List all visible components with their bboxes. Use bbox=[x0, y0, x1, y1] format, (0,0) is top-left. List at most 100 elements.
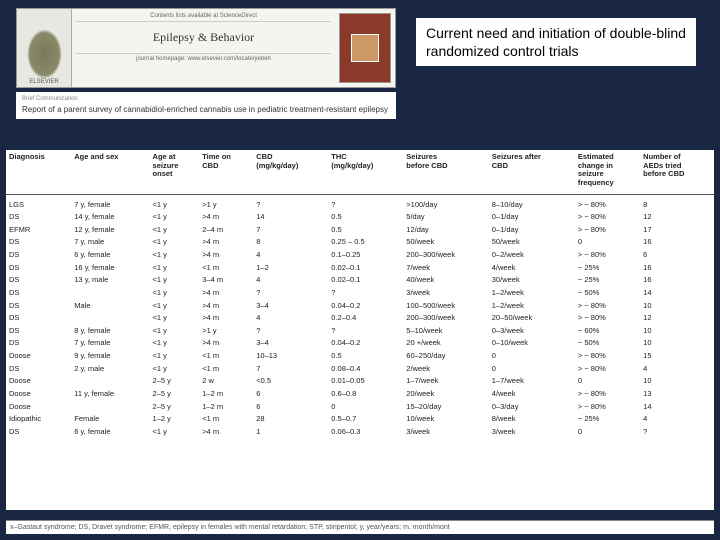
table-cell bbox=[71, 375, 149, 388]
column-header: Estimatedchange inseizurefrequency bbox=[575, 150, 640, 194]
table-cell: ? bbox=[253, 325, 328, 338]
column-header: Seizures afterCBD bbox=[489, 150, 575, 194]
table-cell: DS bbox=[6, 274, 71, 287]
table-cell: ? bbox=[328, 325, 403, 338]
table-cell: 4 bbox=[253, 312, 328, 325]
table-cell: 0 bbox=[575, 375, 640, 388]
table-row: DS6 y, female<1 y>4 m40.1–0.25200–300/we… bbox=[6, 249, 714, 262]
table-cell: 3–4 bbox=[253, 299, 328, 312]
table-cell: 10 bbox=[640, 325, 714, 338]
table-cell: <1 y bbox=[150, 362, 200, 375]
table-cell: 0.2–0.4 bbox=[328, 312, 403, 325]
table-row: DS16 y, female<1 y<1 m1–20.02–0.17/week4… bbox=[6, 261, 714, 274]
table-cell: 0.5 bbox=[328, 350, 403, 363]
column-header: Time onCBD bbox=[199, 150, 253, 194]
table-row: IdiopathicFemale1–2 y<1 m280.5–0.710/wee… bbox=[6, 413, 714, 426]
table-cell bbox=[71, 312, 149, 325]
table-cell: DS bbox=[6, 337, 71, 350]
table-cell: 1–7/week bbox=[489, 375, 575, 388]
elsevier-logo: ELSEVIER bbox=[17, 9, 72, 87]
table-cell: 50/week bbox=[403, 236, 488, 249]
table-cell: 6 y, female bbox=[71, 426, 149, 439]
table-cell: 2–5 y bbox=[150, 375, 200, 388]
table-cell: <1 y bbox=[150, 287, 200, 300]
table-cell: 4 bbox=[253, 249, 328, 262]
table-cell: 3/week bbox=[403, 287, 488, 300]
table-cell: 7 y, female bbox=[71, 337, 149, 350]
table-cell: >100/day bbox=[403, 194, 488, 211]
table-cell: > − 80% bbox=[575, 362, 640, 375]
table-cell: 2 w bbox=[199, 375, 253, 388]
table-cell: 1 bbox=[253, 426, 328, 439]
cover-art-icon bbox=[351, 34, 379, 62]
table-cell: 28 bbox=[253, 413, 328, 426]
table-cell: 50/week bbox=[489, 236, 575, 249]
table-cell: 3/week bbox=[489, 426, 575, 439]
table-cell: 12 y, female bbox=[71, 224, 149, 237]
table-cell: 15 bbox=[640, 350, 714, 363]
paper-section-label: Brief Communication bbox=[22, 96, 390, 102]
table-cell: >4 m bbox=[199, 299, 253, 312]
table-cell: 0.02–0.1 bbox=[328, 274, 403, 287]
table-cell: 0 bbox=[489, 350, 575, 363]
table-cell: 17 bbox=[640, 224, 714, 237]
table-cell: 3–4 m bbox=[199, 274, 253, 287]
table-cell: 14 bbox=[640, 400, 714, 413]
table-cell: 13 y, male bbox=[71, 274, 149, 287]
table-cell: 8 y, female bbox=[71, 325, 149, 338]
table-row: DS7 y, female<1 y>4 m3–40.04–0.220 +/wee… bbox=[6, 337, 714, 350]
slide-annotation: Current need and initiation of double-bl… bbox=[416, 18, 696, 66]
table-cell: 4/week bbox=[489, 261, 575, 274]
table-cell: 2–5 y bbox=[150, 400, 200, 413]
table-cell: − 50% bbox=[575, 337, 640, 350]
table-cell: 3/week bbox=[403, 426, 488, 439]
table-cell: DS bbox=[6, 249, 71, 262]
table-cell: 12/day bbox=[403, 224, 488, 237]
table-row: Doose2–5 y2 w<0.50.01–0.051–7/week1–7/we… bbox=[6, 375, 714, 388]
elsevier-tree-icon bbox=[27, 29, 62, 79]
table-cell: DS bbox=[6, 426, 71, 439]
table-cell: 1–2 y bbox=[150, 413, 200, 426]
table-cell: ? bbox=[640, 426, 714, 439]
table-cell: 1–7/week bbox=[403, 375, 488, 388]
table-cell: 3–4 bbox=[253, 337, 328, 350]
table-cell: > − 80% bbox=[575, 194, 640, 211]
table-cell: 14 bbox=[640, 287, 714, 300]
table-row: DS2 y, male<1 y<1 m70.08–0.42/week0> − 8… bbox=[6, 362, 714, 375]
table-cell: >4 m bbox=[199, 426, 253, 439]
table-cell: DS bbox=[6, 312, 71, 325]
table-cell: 9 y, female bbox=[71, 350, 149, 363]
table-cell: 13 bbox=[640, 388, 714, 401]
table-cell: 100–500/week bbox=[403, 299, 488, 312]
table-row: DS6 y, female<1 y>4 m10.06–0.33/week3/we… bbox=[6, 426, 714, 439]
journal-center: Contents lists available at ScienceDirec… bbox=[72, 9, 335, 87]
table-cell: 0.06–0.3 bbox=[328, 426, 403, 439]
table-cell: <1 m bbox=[199, 362, 253, 375]
table-cell: > − 80% bbox=[575, 350, 640, 363]
table-row: DS13 y, male<1 y3–4 m40.02–0.140/week30/… bbox=[6, 274, 714, 287]
table-cell: 7/week bbox=[403, 261, 488, 274]
table-cell: LGS bbox=[6, 194, 71, 211]
table-row: Doose2–5 y1–2 m6015–20/day0–3/day> − 80%… bbox=[6, 400, 714, 413]
table-cell: >4 m bbox=[199, 236, 253, 249]
table-cell: 16 bbox=[640, 274, 714, 287]
table-cell: >4 m bbox=[199, 287, 253, 300]
table-cell: 7 y, female bbox=[71, 194, 149, 211]
table-cell: 1–2 m bbox=[199, 388, 253, 401]
table-cell: 0.01–0.05 bbox=[328, 375, 403, 388]
table-cell: > − 80% bbox=[575, 249, 640, 262]
table-cell: 4 bbox=[640, 413, 714, 426]
table-cell: >1 y bbox=[199, 194, 253, 211]
table-cell: 10 bbox=[640, 337, 714, 350]
table-cell: <1 y bbox=[150, 211, 200, 224]
table-cell: 11 y, female bbox=[71, 388, 149, 401]
table-cell: 0–1/day bbox=[489, 211, 575, 224]
column-header: Diagnosis bbox=[6, 150, 71, 194]
column-header: Age atseizureonset bbox=[150, 150, 200, 194]
table-cell: 1–2/week bbox=[489, 299, 575, 312]
table-cell: 2–5 y bbox=[150, 388, 200, 401]
column-header: Seizuresbefore CBD bbox=[403, 150, 488, 194]
journal-title: Epilepsy & Behavior bbox=[76, 30, 331, 45]
table-cell: Doose bbox=[6, 375, 71, 388]
table-cell: 4 bbox=[640, 362, 714, 375]
